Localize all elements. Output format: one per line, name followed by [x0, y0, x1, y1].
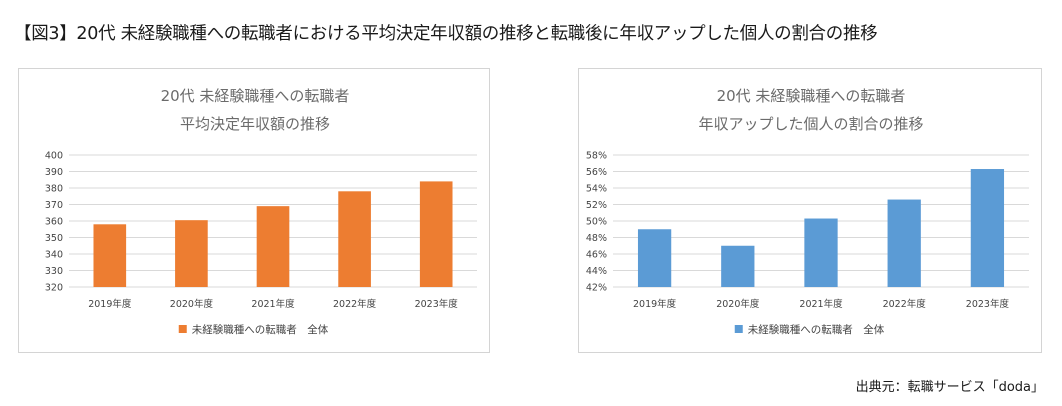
bar — [970, 169, 1005, 287]
legend-swatch — [734, 325, 743, 333]
y-tick-label: 360 — [45, 217, 63, 228]
legend-label: 未経験職種への転職者 全体 — [192, 323, 329, 336]
chart-title-line: 平均決定年収額の推移 — [180, 115, 330, 133]
y-tick-label: 58% — [586, 151, 607, 162]
bar — [93, 224, 127, 287]
chart-panel-raise-ratio: 20代 未経験職種への転職者 年収アップした個人の割合の推移 42% 44% 46% 48… — [578, 68, 1042, 353]
source-credit: 出典元：転職サービス「doda」 — [855, 380, 1044, 395]
bar — [256, 206, 290, 287]
legend-label: 未経験職種への転職者 全体 — [748, 323, 885, 336]
y-tick-label: 48% — [586, 233, 607, 244]
y-tick-label: 56% — [586, 167, 607, 178]
x-tick-label: 2020年度 — [170, 298, 214, 310]
y-tick-label: 370 — [45, 200, 63, 211]
legend-swatch — [178, 325, 187, 333]
y-tick-label: 390 — [45, 167, 63, 178]
x-tick-label: 2023年度 — [966, 298, 1010, 310]
x-tick-label: 2020年度 — [716, 298, 760, 310]
bar — [338, 191, 371, 287]
x-tick-label: 2021年度 — [251, 298, 295, 310]
chart-panel-salary: 20代 未経験職種への転職者 平均決定年収額の推移 320 330 340 350 360 3… — [18, 68, 490, 353]
y-tick-label: 400 — [45, 151, 63, 162]
y-tick-label: 44% — [586, 266, 607, 277]
bar — [804, 218, 838, 287]
bar — [721, 245, 755, 287]
x-tick-label: 2019年度 — [88, 298, 132, 310]
y-tick-label: 52% — [586, 200, 607, 211]
y-tick-label: 46% — [586, 250, 607, 261]
x-tick-label: 2022年度 — [333, 298, 377, 310]
y-tick-label: 50% — [586, 217, 607, 228]
x-tick-label: 2022年度 — [883, 298, 927, 310]
chart-title-line: 年収アップした個人の割合の推移 — [698, 115, 923, 133]
y-tick-label: 350 — [45, 233, 63, 244]
x-tick-label: 2019年度 — [633, 298, 677, 310]
bar — [419, 181, 453, 287]
y-tick-label: 330 — [45, 266, 63, 277]
page-title: 【図3】20代 未経験職種への転職者における平均決定年収額の推移と転職後に年収ア… — [14, 24, 878, 44]
x-tick-label: 2021年度 — [799, 298, 843, 310]
y-tick-label: 380 — [45, 184, 63, 195]
bar — [887, 199, 921, 287]
bar — [175, 220, 208, 287]
bar — [637, 229, 672, 287]
y-tick-label: 42% — [586, 283, 607, 294]
chart-title-line: 20代 未経験職種への転職者 — [717, 87, 906, 105]
x-tick-label: 2023年度 — [415, 298, 459, 310]
y-tick-label: 320 — [45, 283, 63, 294]
chart-title-line: 20代 未経験職種への転職者 — [161, 87, 350, 105]
y-tick-label: 340 — [45, 250, 63, 261]
y-tick-label: 54% — [586, 184, 607, 195]
